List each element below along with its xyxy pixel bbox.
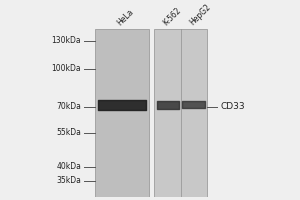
Text: 100kDa: 100kDa	[52, 64, 81, 73]
Bar	[154, 29, 208, 197]
Text: 35kDa: 35kDa	[56, 176, 81, 185]
Text: HepG2: HepG2	[188, 3, 212, 27]
Text: 130kDa: 130kDa	[52, 36, 81, 45]
Text: 40kDa: 40kDa	[56, 162, 81, 171]
Bar	[95, 29, 148, 197]
Text: CD33: CD33	[220, 102, 245, 111]
Text: K-562: K-562	[161, 6, 183, 27]
Text: 70kDa: 70kDa	[56, 102, 81, 111]
Text: 55kDa: 55kDa	[56, 128, 81, 137]
Text: HeLa: HeLa	[116, 7, 136, 27]
